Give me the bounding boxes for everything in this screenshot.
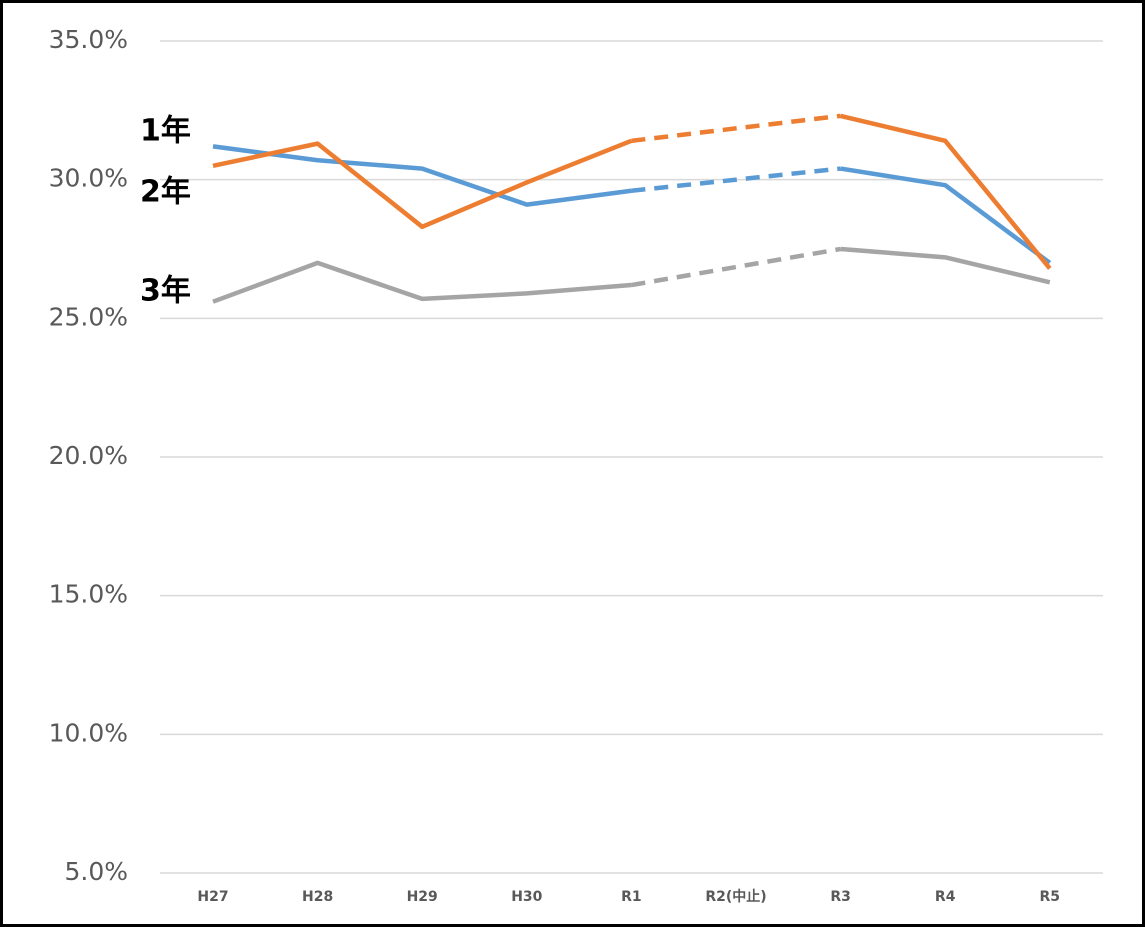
y-tick-label: 20.0%	[49, 441, 128, 470]
y-tick-label: 25.0%	[49, 302, 128, 331]
y-tick-label: 35.0%	[49, 25, 128, 54]
line	[840, 113, 1052, 270]
series-label: 1年	[140, 114, 191, 149]
x-tick-label: H29	[407, 889, 438, 905]
gap-connector	[631, 113, 841, 144]
y-tick-label: 5.0%	[64, 857, 128, 886]
x-tick-label: R4	[935, 889, 956, 905]
x-tick-label: R2(中止)	[705, 888, 766, 905]
line	[840, 166, 1052, 265]
x-tick-label: H30	[511, 889, 542, 905]
y-tick-label: 15.0%	[49, 580, 128, 609]
line	[212, 260, 632, 304]
gap-connector	[631, 246, 841, 288]
y-tick-label: 30.0%	[49, 164, 128, 193]
x-tick-label: R3	[830, 889, 851, 905]
x-tick-label: R1	[621, 889, 642, 905]
x-tick-label: R5	[1040, 889, 1061, 905]
line	[840, 246, 1051, 285]
series-label: 3年	[140, 274, 191, 309]
gap-connector	[631, 166, 841, 193]
series-label: 2年	[140, 175, 191, 210]
line	[212, 144, 632, 207]
x-tick-label: H27	[197, 889, 228, 905]
x-tick-label: H28	[302, 889, 333, 905]
y-tick-label: 10.0%	[49, 718, 128, 747]
line	[212, 138, 633, 230]
